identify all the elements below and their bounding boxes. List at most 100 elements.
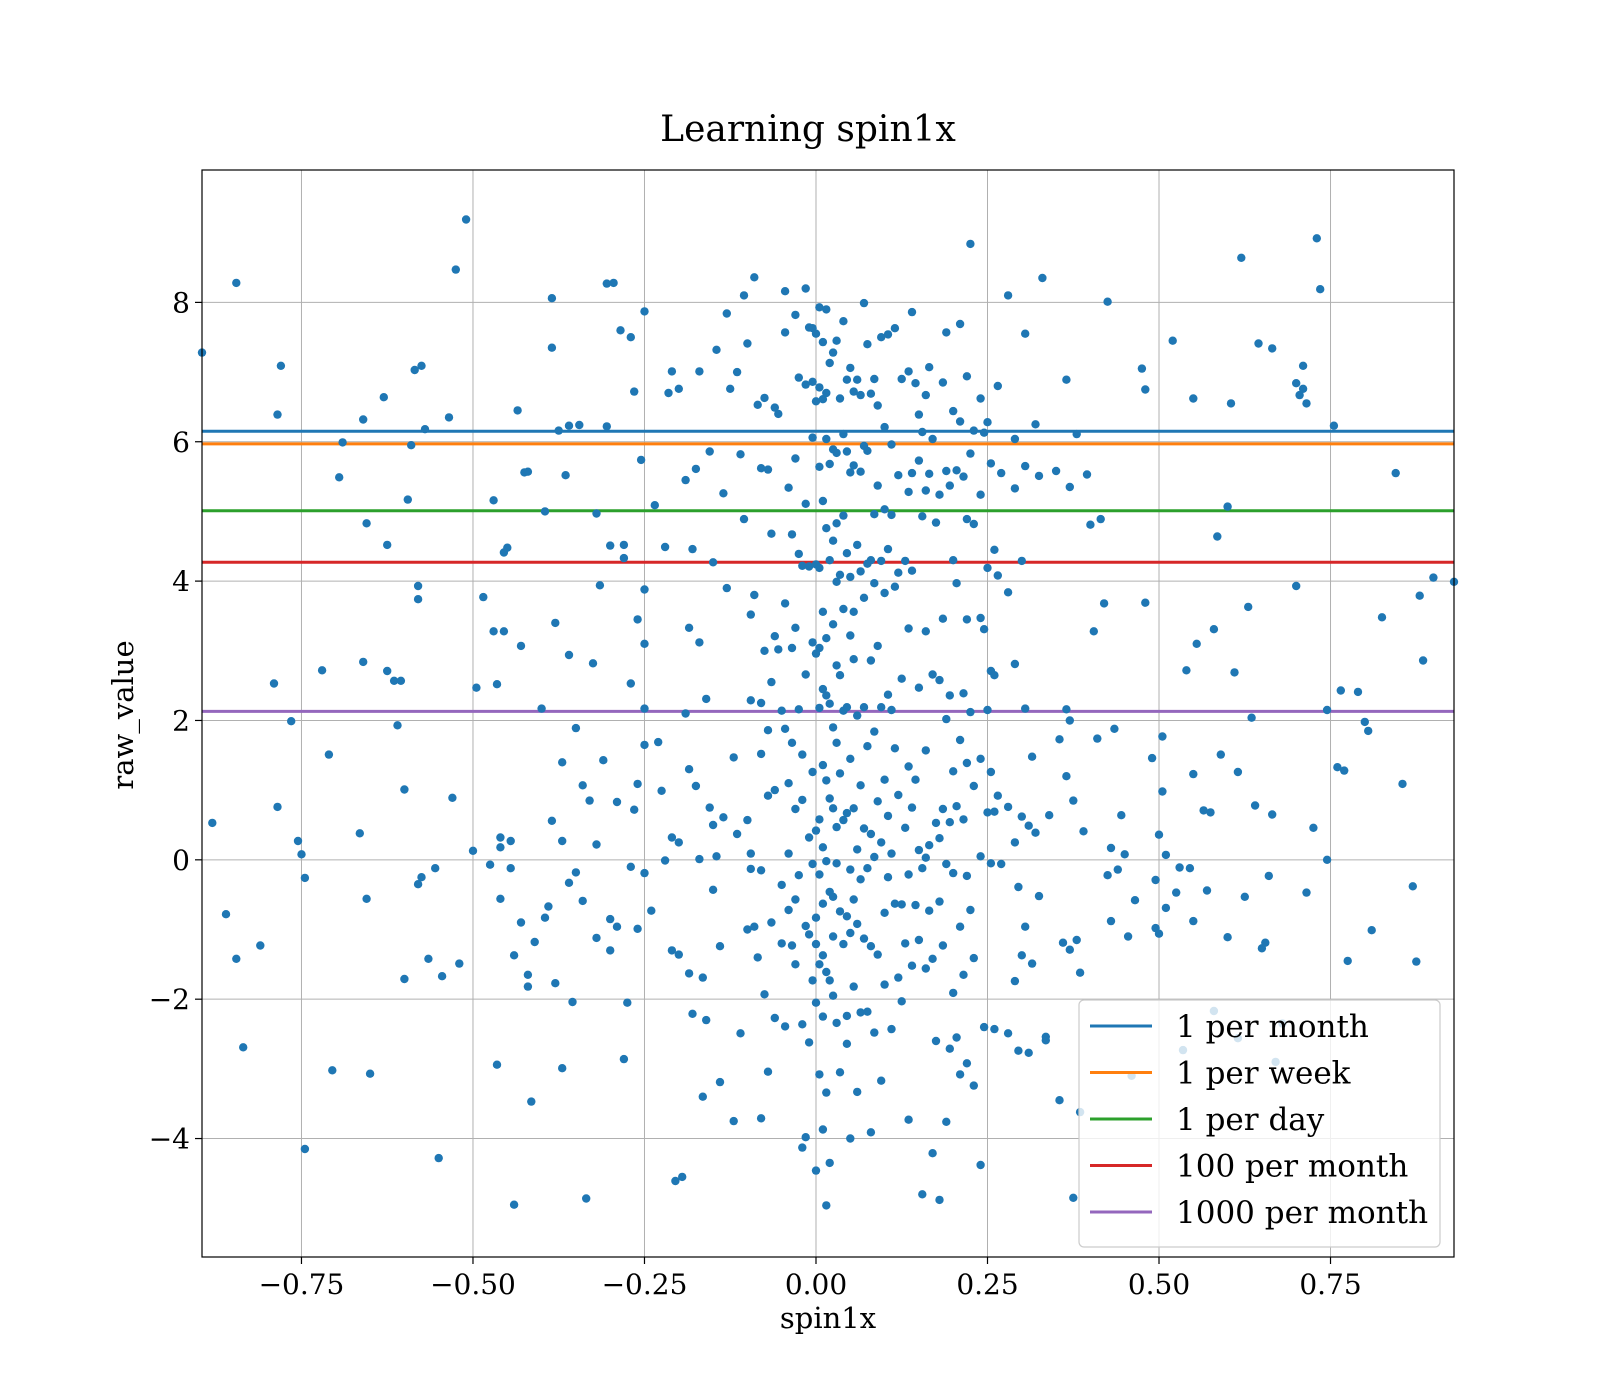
scatter-point [894,973,903,982]
scatter-point [1398,779,1407,789]
scatter-point [959,689,968,698]
scatter-point [1110,724,1119,733]
scatter-point [1189,394,1198,403]
scatter-point [1429,573,1438,582]
scatter-point [273,410,282,419]
scatter-point [986,859,996,868]
scatter-point [640,740,649,750]
scatter-point [1020,461,1030,471]
scatter-point [571,868,581,877]
scatter-point [763,791,773,800]
scatter-point [835,907,845,916]
scatter-point [798,561,807,570]
scatter-point [489,627,498,636]
scatter-point [798,795,807,805]
plot-area-frame [201,169,1455,1258]
x-tick-label: −0.50 [430,1268,516,1301]
scatter-point [763,465,773,474]
scatter-point [880,505,889,514]
scatter-point [938,378,948,387]
y-tick-label: −2 [149,983,190,1016]
scatter-point [976,852,985,861]
scatter-point [921,627,930,636]
scatter-point [966,707,975,717]
scatter-point [873,950,882,959]
scatter-point [1069,1193,1078,1203]
scatter-point [931,818,941,828]
scatter-point [983,418,992,427]
scatter-point [969,426,978,435]
scatter-point [746,696,755,705]
scatter-point [966,449,975,458]
scatter-point [722,309,731,318]
scatter-point [801,670,810,679]
scatter-point [774,409,783,419]
scatter-point [496,894,505,903]
scatter-point [362,894,371,903]
scatter-point [801,380,810,389]
scatter-point [698,1092,707,1101]
scatter-point [403,495,412,504]
scatter-point [571,723,581,733]
scatter-point [811,329,821,338]
scatter-point [400,785,409,794]
x-axis-label: spin1x [780,1301,876,1335]
scatter-point [1010,484,1020,493]
scatter-point [846,865,855,874]
scatter-point [918,1190,927,1199]
scatter-point [798,1020,807,1029]
scatter-point [1367,926,1376,935]
scatter-point [777,939,786,948]
scatter-point [818,337,828,347]
scatter-point [856,567,865,576]
scatter-point [907,468,917,478]
scatter-point [959,970,968,979]
scatter-point [1065,482,1075,492]
scatter-point [1322,855,1332,864]
scatter-point [993,571,1002,580]
chart-title: Learning spin1x [660,109,956,150]
scatter-point [962,871,972,881]
scatter-point [784,905,793,915]
scatter-point [825,976,834,985]
scatter-point [873,401,882,410]
scatter-point [650,501,659,510]
scatter-point [763,1067,773,1076]
scatter-point [516,641,526,651]
scatter-point [822,967,831,977]
scatter-point [1343,956,1352,966]
scatter-point [455,959,464,968]
scatter-point [691,781,701,791]
scatter-point [485,860,495,869]
scatter-point [952,1033,961,1042]
scatter-point [1302,888,1311,897]
scatter-point [928,1149,937,1158]
scatter-point [424,954,433,963]
scatter-point [664,388,673,398]
scatter-point [859,298,869,308]
scatter-point [811,397,821,406]
scatter-point [756,698,766,708]
scatter-point [842,1011,852,1021]
scatter-point [990,807,999,816]
scatter-point [890,324,900,333]
scatter-point [976,754,985,763]
scatter-point [969,519,978,529]
scatter-point [818,951,828,960]
scatter-point [955,922,965,931]
scatter-point [883,330,893,339]
scatter-point [619,553,629,563]
scatter-point [832,859,841,868]
scatter-point [887,1024,896,1034]
scatter-point [1209,625,1219,634]
scatter-point [1141,385,1150,394]
scatter-point [894,568,903,577]
scatter-point [791,960,800,969]
scatter-point [870,510,879,519]
scatter-point [1264,871,1274,881]
scatter-point [1031,828,1040,837]
scatter-point [955,735,965,745]
scatter-point [1027,752,1037,761]
scatter-point [1182,666,1191,675]
